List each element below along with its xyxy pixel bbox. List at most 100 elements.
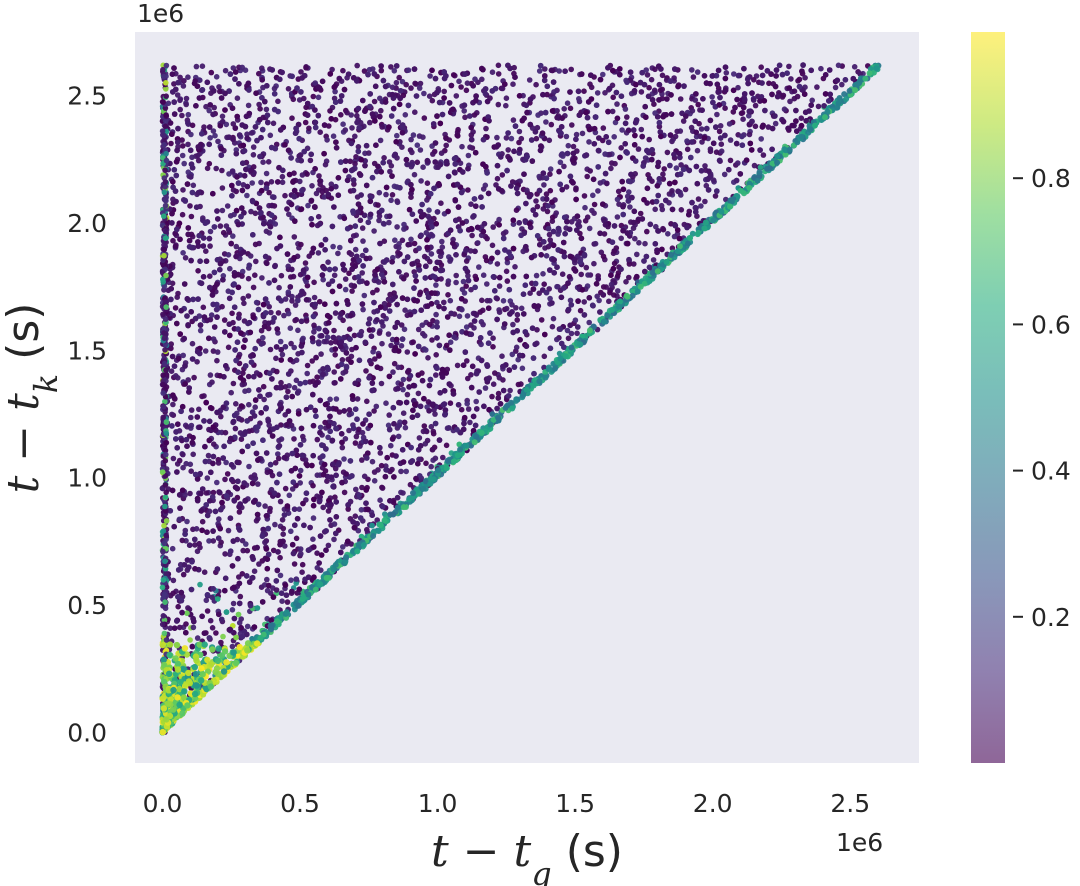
scatter-point [288, 155, 294, 161]
scatter-point [301, 148, 308, 155]
scatter-point [412, 80, 418, 87]
scatter-point [745, 80, 751, 87]
scatter-point [586, 225, 593, 232]
scatter-point [680, 166, 687, 173]
scatter-point [826, 67, 833, 73]
scatter-point [718, 148, 725, 154]
scatter-point [433, 311, 439, 318]
scatter-point [305, 202, 311, 209]
scatter-point [475, 240, 481, 246]
scatter-point [314, 374, 320, 381]
scatter-point [187, 203, 193, 209]
scatter-point [652, 206, 658, 213]
scatter-point [428, 251, 435, 257]
scatter-point [839, 81, 845, 88]
scatter-point [188, 422, 195, 429]
scatter-point [209, 379, 215, 386]
scatter-point [248, 359, 255, 366]
scatter-point [168, 140, 174, 147]
scatter-point [600, 253, 607, 260]
scatter-point [294, 452, 301, 459]
scatter-point [326, 419, 333, 425]
scatter-point [249, 352, 256, 358]
scatter-point [513, 344, 520, 351]
scatter-point [659, 72, 666, 79]
scatter-point [566, 273, 573, 280]
scatter-point [242, 429, 249, 435]
scatter-point [331, 536, 337, 543]
scatter-point [333, 145, 340, 151]
scatter-point [210, 348, 217, 354]
scatter-point [439, 374, 446, 380]
scatter-point [416, 435, 423, 441]
scatter-point [327, 428, 334, 435]
scatter-point [547, 267, 553, 273]
scatter-point [377, 137, 384, 144]
scatter-point [558, 124, 565, 130]
scatter-point [236, 509, 243, 515]
scatter-point [195, 268, 201, 274]
scatter-point [632, 132, 638, 139]
scatter-point [171, 99, 177, 105]
scatter-point [184, 557, 191, 563]
scatter-point [194, 635, 201, 641]
scatter-point [180, 250, 186, 256]
scatter-point [310, 482, 316, 489]
scatter-point [290, 273, 297, 280]
scatter-point [467, 144, 473, 150]
scatter-point [340, 317, 346, 324]
scatter-point [752, 123, 759, 130]
scatter-point [379, 124, 385, 130]
scatter-point [511, 364, 518, 370]
scatter-point [388, 163, 395, 169]
scatter-point [453, 93, 460, 99]
scatter-point [472, 284, 478, 291]
scatter-point [206, 160, 213, 167]
scatter-point [179, 437, 185, 444]
scatter-point [578, 271, 584, 278]
scatter-point [248, 130, 255, 136]
scatter-point [190, 624, 197, 631]
scatter-point [597, 230, 603, 237]
scatter-point [240, 160, 246, 166]
scatter-point [426, 93, 433, 99]
scatter-point [518, 305, 525, 312]
scatter-point [265, 525, 272, 532]
scatter-point [336, 75, 343, 82]
scatter-point [642, 155, 649, 161]
scatter-point [264, 576, 270, 583]
scatter-point [636, 240, 642, 246]
scatter-point [495, 62, 502, 69]
scatter-point [244, 547, 251, 554]
scatter-point [450, 391, 457, 397]
scatter-point [288, 577, 294, 583]
scatter-point [758, 64, 764, 70]
scatter-point [421, 333, 428, 339]
scatter-point [258, 327, 265, 334]
scatter-point [190, 296, 196, 303]
scatter-point [443, 142, 450, 149]
scatter-point [420, 164, 426, 170]
scatter-point [371, 228, 377, 234]
scatter-point [222, 587, 228, 594]
scatter-point [503, 229, 509, 235]
scatter-point [258, 179, 264, 186]
scatter-point [660, 176, 667, 182]
scatter-point [436, 182, 443, 188]
scatter-point [445, 173, 452, 180]
scatter-point [415, 390, 422, 397]
scatter-point [513, 305, 519, 311]
scatter-point [330, 133, 337, 139]
scatter-point [229, 289, 235, 296]
scatter-point [672, 133, 679, 140]
scatter-point [302, 119, 309, 126]
scatter-point [602, 90, 608, 96]
scatter-point [443, 342, 450, 349]
scatter-point [346, 270, 352, 277]
scatter-point [429, 97, 436, 104]
scatter-point [468, 286, 474, 293]
scatter-point [363, 142, 370, 149]
scatter-point [651, 101, 657, 107]
scatter-point [456, 313, 463, 320]
scatter-point [190, 182, 197, 189]
